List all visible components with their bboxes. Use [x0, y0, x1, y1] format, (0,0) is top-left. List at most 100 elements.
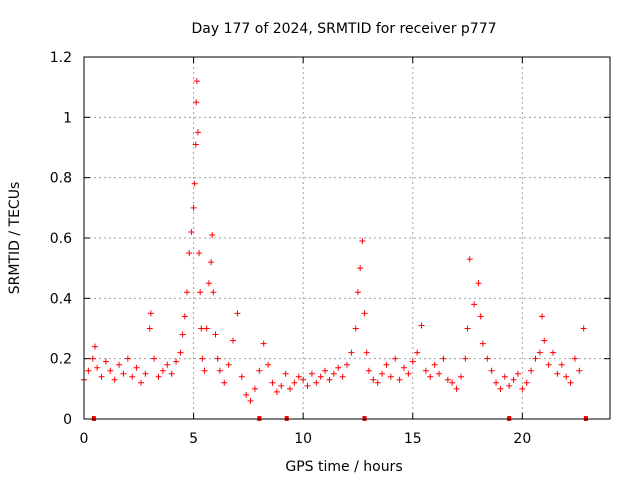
x-tick-label: 10 — [294, 431, 312, 447]
data-point — [181, 313, 188, 320]
data-point — [120, 370, 127, 377]
data-point — [348, 349, 355, 356]
data-point — [188, 228, 195, 235]
data-point — [205, 280, 212, 287]
data-point — [576, 367, 583, 374]
data-point — [528, 367, 535, 374]
data-point — [326, 376, 333, 383]
data-point — [493, 379, 500, 386]
data-point — [116, 361, 123, 368]
data-point — [256, 367, 263, 374]
data-point — [501, 373, 508, 380]
data-points — [81, 78, 587, 404]
data-point — [558, 361, 565, 368]
data-point — [137, 379, 144, 386]
data-point — [173, 358, 180, 365]
data-point — [396, 376, 403, 383]
data-point — [164, 361, 171, 368]
data-point — [273, 388, 280, 395]
data-point — [475, 280, 482, 287]
data-point — [89, 355, 96, 362]
tick-labels: 0 0.2 0.4 0.6 0.8 1 1.2 0 5 10 15 20 — [50, 50, 532, 447]
data-point — [197, 289, 204, 296]
data-point — [212, 331, 219, 338]
data-point — [168, 370, 175, 377]
data-point — [221, 379, 228, 386]
data-point — [107, 367, 114, 374]
data-point — [539, 313, 546, 320]
data-point — [208, 259, 215, 266]
data-point — [479, 340, 486, 347]
data-point — [335, 364, 342, 371]
data-point — [111, 376, 118, 383]
data-point — [190, 204, 197, 211]
data-point — [191, 180, 198, 187]
data-point — [142, 370, 149, 377]
data-point — [580, 325, 587, 332]
data-point — [339, 373, 346, 380]
data-point — [464, 325, 471, 332]
data-point — [155, 373, 162, 380]
data-point — [243, 391, 250, 398]
data-point — [414, 349, 421, 356]
data-point — [550, 349, 557, 356]
data-point — [462, 355, 469, 362]
data-point — [102, 358, 109, 365]
x-tick-label: 15 — [404, 431, 422, 447]
data-point — [497, 385, 504, 392]
data-point — [177, 349, 184, 356]
data-point — [300, 376, 307, 383]
data-point — [514, 370, 521, 377]
data-point — [201, 367, 208, 374]
y-tick-label: 0.8 — [50, 171, 72, 187]
data-point — [330, 370, 337, 377]
data-point — [260, 340, 267, 347]
data-point — [247, 397, 254, 404]
data-point — [192, 141, 199, 148]
data-point — [313, 379, 320, 386]
data-point — [357, 265, 364, 272]
data-point — [199, 355, 206, 362]
data-point — [370, 376, 377, 383]
data-point — [361, 310, 368, 317]
data-point — [85, 367, 92, 374]
data-point — [363, 349, 370, 356]
data-point — [291, 379, 298, 386]
data-point — [409, 358, 416, 365]
data-point — [209, 231, 216, 238]
x-tick-label: 0 — [80, 431, 89, 447]
data-point — [196, 250, 203, 257]
data-point — [216, 367, 223, 374]
data-point — [186, 250, 193, 257]
data-point — [225, 361, 232, 368]
y-tick-label: 0.6 — [50, 231, 72, 247]
data-point — [365, 367, 372, 374]
data-point — [436, 370, 443, 377]
data-point — [506, 382, 513, 389]
data-point — [91, 343, 98, 350]
y-tick-label: 0 — [63, 412, 72, 428]
data-point — [344, 361, 350, 368]
data-point — [159, 367, 166, 374]
data-point — [193, 78, 200, 85]
data-point — [541, 337, 548, 344]
data-point — [418, 322, 425, 329]
data-point — [146, 325, 153, 332]
data-point — [392, 355, 399, 362]
data-point — [567, 379, 574, 386]
data-point — [151, 355, 158, 362]
y-tick-label: 0.2 — [50, 352, 72, 368]
data-point — [94, 364, 101, 371]
data-point — [444, 376, 451, 383]
data-point — [198, 325, 205, 332]
x-tick-label: 5 — [189, 431, 198, 447]
data-point — [453, 385, 460, 392]
data-point — [554, 370, 561, 377]
data-point — [471, 301, 478, 308]
data-point — [278, 382, 285, 389]
data-point — [133, 364, 140, 371]
data-point — [379, 370, 386, 377]
data-point — [230, 337, 237, 344]
data-point — [184, 289, 191, 296]
data-point — [440, 355, 447, 362]
